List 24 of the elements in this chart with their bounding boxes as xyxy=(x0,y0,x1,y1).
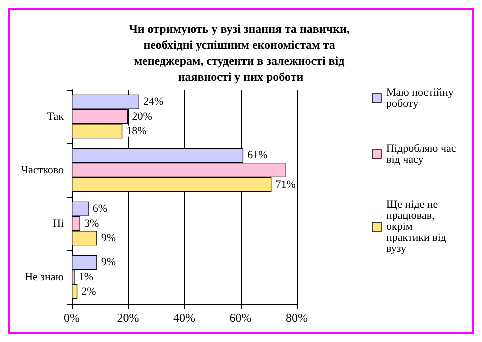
data-label: 20% xyxy=(132,110,152,123)
x-tick-label: 20% xyxy=(117,311,140,325)
y-tick-label: Так xyxy=(47,110,65,123)
y-tick-label: Частково xyxy=(21,164,64,176)
data-label: 9% xyxy=(101,256,116,269)
x-tick-label: 80% xyxy=(286,311,308,325)
data-label: 3% xyxy=(84,218,100,230)
x-tick-label: 60% xyxy=(230,311,252,325)
x-tick-label: 0% xyxy=(64,311,80,325)
data-label: 61% xyxy=(248,150,268,162)
data-label: 1% xyxy=(78,271,94,284)
legend-label: Маю постійну роботу xyxy=(386,87,457,110)
x-tick-label: 40% xyxy=(174,311,196,325)
data-label: 71% xyxy=(276,178,296,191)
y-tick-label: Ні xyxy=(53,218,64,230)
data-label: 24% xyxy=(144,96,164,108)
data-label: 9% xyxy=(101,232,116,244)
data-label: 6% xyxy=(92,203,108,216)
data-label: 2% xyxy=(82,286,96,298)
legend-label: Підробляю час від часу xyxy=(386,143,459,166)
chart-title: Чи отримують у вузі знання та навички, необхідні успішним економістам та менеджерам, студенти в залежності від наявності у них роботи xyxy=(129,22,353,84)
legend-label: Ще ніде не працював, окрім практики від вузу xyxy=(386,199,450,255)
y-tick-label: Не знаю xyxy=(25,271,64,284)
data-label: 18% xyxy=(126,125,147,138)
